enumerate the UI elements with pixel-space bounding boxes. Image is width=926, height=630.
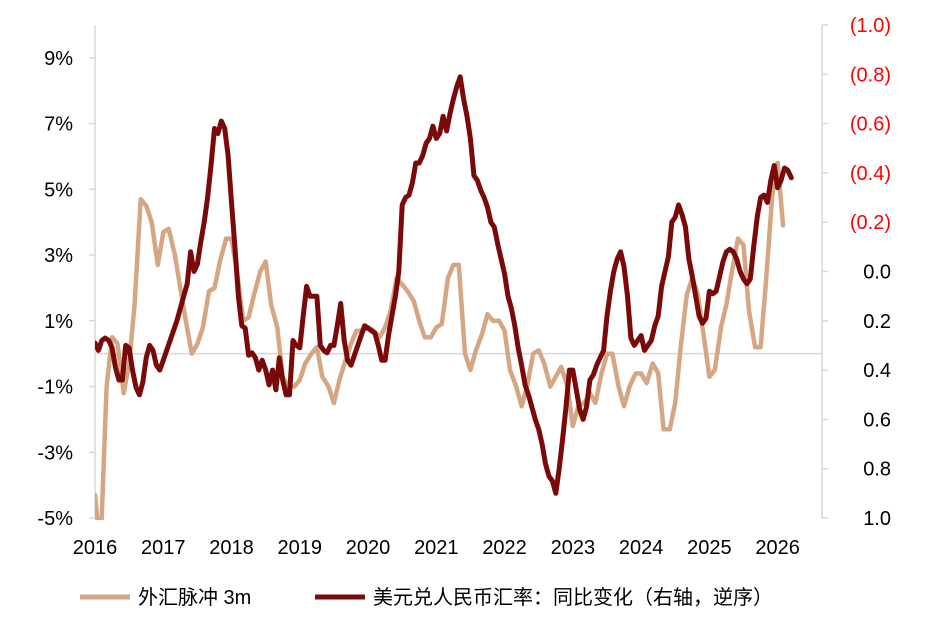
- right-tick-label: 0.8: [863, 459, 891, 481]
- right-tick-label: 0.4: [863, 360, 891, 382]
- x-axis: 2016 2017 2018 2019 2020 2021 2022 2023 2024 2025…: [73, 537, 800, 559]
- series-line-fx-pulse: [95, 160, 786, 520]
- right-tick-label: (0.6): [850, 114, 891, 136]
- x-tick-label: 2019: [278, 537, 323, 559]
- series-layer: [95, 74, 794, 520]
- right-tick-label: 0.2: [863, 311, 891, 333]
- legend-label: 美元兑人民币汇率：同比变化（右轴，逆序）: [373, 586, 773, 609]
- legend-label: 外汇脉冲 3m: [138, 586, 251, 609]
- x-tick-label: 2020: [346, 537, 391, 559]
- left-tick-label: 1%: [44, 311, 73, 333]
- right-tick-label: 0.0: [863, 262, 891, 284]
- left-tick-label: 5%: [44, 179, 73, 201]
- legend-item-usdcny-yoy: 美元兑人民币汇率：同比变化（右轴，逆序）: [315, 586, 773, 609]
- left-tick-label: -3%: [37, 442, 73, 464]
- x-tick-label: 2024: [619, 537, 664, 559]
- x-tick-label: 2016: [73, 537, 118, 559]
- left-tick-label: -1%: [37, 377, 73, 399]
- left-tick-label: -5%: [37, 508, 73, 530]
- legend: 外汇脉冲 3m 美元兑人民币汇率：同比变化（右轴，逆序）: [80, 586, 773, 609]
- right-tick-label: 1.0: [863, 508, 891, 530]
- left-y-axis: -5% -3% -1% 1% 3% 5% 7% 9%: [37, 25, 96, 530]
- right-tick-label: (0.8): [850, 64, 891, 86]
- x-tick-label: 2017: [141, 537, 186, 559]
- right-tick-label: (0.4): [850, 163, 891, 185]
- x-tick-label: 2025: [687, 537, 732, 559]
- legend-item-fx-pulse: 外汇脉冲 3m: [80, 586, 251, 609]
- left-tick-label: 3%: [44, 245, 73, 267]
- x-tick-label: 2022: [482, 537, 527, 559]
- left-tick-label: 7%: [44, 114, 73, 136]
- right-y-axis: (1.0) (0.8) (0.6) (0.4) (0.2) 0.0 0.2 0.4 0.6 0.8…: [821, 15, 891, 530]
- left-tick-label: 9%: [44, 48, 73, 70]
- x-tick-label: 2023: [551, 537, 596, 559]
- right-tick-label: (1.0): [850, 15, 891, 37]
- series-line-usdcny-yoy: [95, 74, 794, 496]
- x-tick-label: 2026: [755, 537, 800, 559]
- right-tick-label: 0.6: [863, 409, 891, 431]
- x-tick-label: 2018: [209, 537, 254, 559]
- right-tick-label: (0.2): [850, 212, 891, 234]
- x-tick-label: 2021: [414, 537, 459, 559]
